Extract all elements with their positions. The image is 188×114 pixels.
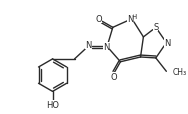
Text: H: H	[131, 14, 136, 20]
Text: N: N	[103, 43, 109, 52]
Text: O: O	[95, 15, 102, 24]
Text: O: O	[111, 72, 117, 81]
Text: N: N	[164, 39, 171, 48]
Text: N: N	[127, 15, 133, 24]
Text: S: S	[153, 23, 158, 32]
Text: CH₃: CH₃	[173, 67, 187, 76]
Text: N: N	[85, 41, 91, 50]
Text: HO: HO	[46, 100, 59, 109]
